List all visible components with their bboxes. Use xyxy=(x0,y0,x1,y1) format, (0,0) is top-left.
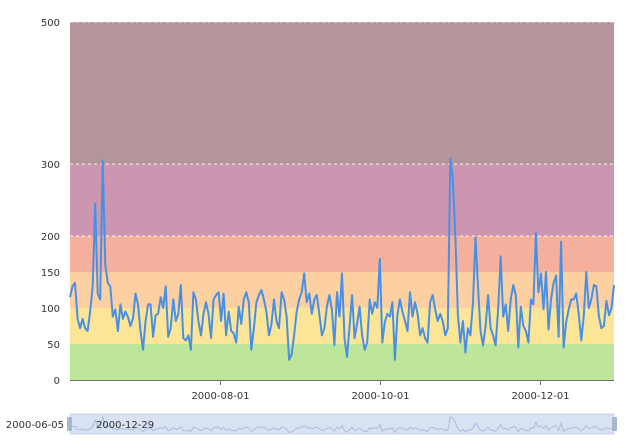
grid-lines xyxy=(70,21,614,237)
zoom-start-label: 2000-06-05 xyxy=(6,420,64,431)
y-tick-label: 0 xyxy=(54,376,60,387)
band-300-500 xyxy=(70,22,614,164)
y-tick-label: 100 xyxy=(41,304,60,315)
y-tick-label: 200 xyxy=(41,232,60,243)
y-tick-label: 150 xyxy=(41,268,60,279)
x-tick-label: 2000-12-01 xyxy=(511,391,569,402)
y-tick-label: 50 xyxy=(47,340,60,351)
visual-map-bands xyxy=(70,22,614,380)
x-tick-label: 2000-10-01 xyxy=(351,391,409,402)
band-200-300 xyxy=(70,164,614,236)
series-line xyxy=(69,157,615,361)
x-axis: 2000-08-01 2000-10-01 2000-12-01 xyxy=(70,380,614,402)
band-0-50 xyxy=(70,344,614,380)
zoom-handle-left[interactable] xyxy=(67,417,72,431)
data-zoom-slider[interactable]: 2000-06-05 2000-12-29 xyxy=(6,413,617,435)
band-150-200 xyxy=(70,236,614,272)
y-tick-label: 300 xyxy=(41,160,60,171)
zoom-handle-right[interactable] xyxy=(612,417,617,431)
y-axis: 0 50 100 150 200 300 500 xyxy=(41,18,60,387)
x-tick-label: 2000-08-01 xyxy=(191,391,249,402)
y-tick-label: 500 xyxy=(41,18,60,29)
zoom-preview-line xyxy=(69,414,615,434)
zoom-end-label: 2000-12-29 xyxy=(96,420,154,431)
